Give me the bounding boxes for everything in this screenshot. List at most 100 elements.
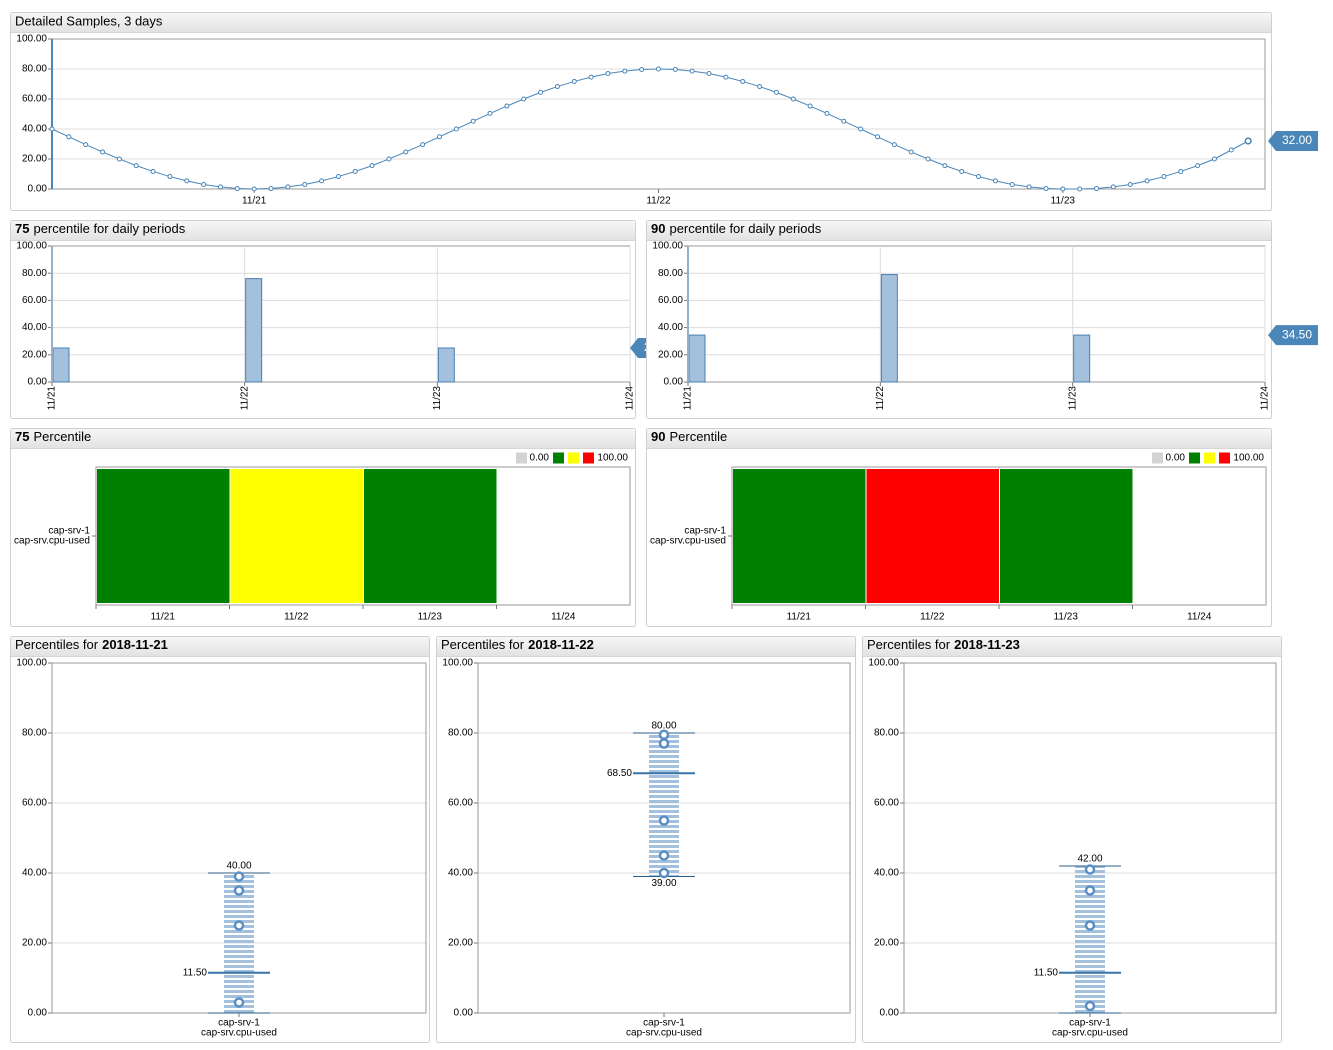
- data-point: [100, 149, 106, 155]
- min-label: 39.00: [651, 878, 676, 889]
- panel-title: 90 percentile for daily periods: [651, 221, 822, 236]
- x-tick-label: 11/23: [1067, 386, 1078, 411]
- y-tick-label: 100.00: [16, 34, 47, 45]
- heat-cell: [733, 469, 866, 603]
- data-point: [656, 66, 661, 72]
- data-point: [891, 142, 897, 148]
- row-label: cap-srv.cpu-used: [14, 536, 90, 547]
- data-point: [757, 84, 763, 90]
- panel-title: Percentiles for 2018-11-21: [15, 637, 168, 652]
- category-label: cap-srv.cpu-used: [626, 1028, 702, 1039]
- y-tick-label: 60.00: [448, 798, 473, 809]
- bar: [437, 347, 455, 383]
- max-label: 42.00: [1077, 854, 1102, 865]
- box-point: [1084, 920, 1096, 931]
- data-point: [436, 134, 442, 140]
- panel-header: [647, 429, 1271, 448]
- value-badge-label: 32.00: [1282, 133, 1312, 147]
- legend-swatch: [583, 452, 594, 464]
- title-part: percentile for daily periods: [33, 221, 185, 236]
- data-point: [268, 186, 274, 192]
- data-point: [740, 78, 746, 84]
- y-tick-label: 80.00: [22, 64, 47, 75]
- data-point: [420, 142, 426, 148]
- data-point: [1110, 184, 1116, 190]
- panel: [646, 220, 1272, 419]
- box-point: [233, 885, 245, 896]
- y-tick-label: 20.00: [22, 154, 47, 165]
- x-tick-label: 11/24: [1187, 612, 1212, 623]
- data-point: [841, 118, 847, 124]
- y-tick-label: 0.00: [28, 377, 48, 388]
- data-point: [369, 163, 375, 169]
- data-point: [1094, 186, 1100, 192]
- data-point: [689, 68, 695, 74]
- bar: [245, 278, 263, 383]
- data-point: [251, 186, 257, 192]
- title-part: percentile for daily periods: [669, 221, 821, 236]
- data-point: [1060, 186, 1066, 192]
- data-point: [386, 156, 392, 162]
- data-point: [319, 178, 325, 184]
- panel-header: [11, 637, 429, 656]
- panel-title: Percentiles for 2018-11-22: [441, 637, 594, 652]
- row-label: cap-srv-1: [684, 526, 726, 537]
- title-part: Percentiles for: [441, 637, 525, 652]
- title-part: 75: [15, 221, 29, 236]
- y-tick-label: 20.00: [658, 349, 683, 360]
- y-tick-label: 60.00: [658, 295, 683, 306]
- data-point: [352, 168, 358, 174]
- x-tick-label: 11/21: [787, 612, 812, 623]
- data-point: [554, 84, 560, 90]
- value-badge: [1268, 325, 1318, 346]
- y-tick-label: 100.00: [16, 658, 47, 669]
- title-part: Percentile: [33, 429, 91, 444]
- data-point: [538, 89, 544, 95]
- data-point: [925, 156, 931, 162]
- box-point: [1084, 864, 1096, 875]
- data-point: [285, 184, 291, 190]
- y-tick-label: 20.00: [448, 938, 473, 949]
- bar: [52, 347, 70, 383]
- value-badge: [1268, 131, 1318, 151]
- data-point: [959, 168, 965, 174]
- y-tick-label: 60.00: [874, 798, 899, 809]
- x-tick-label: 11/22: [239, 386, 250, 411]
- data-point: [335, 174, 341, 180]
- x-tick-label: 11/24: [625, 386, 636, 411]
- data-point: [942, 163, 948, 169]
- legend-swatch: [1152, 452, 1163, 464]
- y-tick-label: 80.00: [22, 268, 47, 279]
- y-tick-label: 60.00: [22, 94, 47, 105]
- x-tick-label: 11/23: [1051, 196, 1076, 207]
- legend-swatch: [568, 452, 579, 464]
- data-point: [1144, 178, 1150, 184]
- x-tick-label: 11/22: [284, 612, 309, 623]
- data-point: [521, 96, 527, 102]
- panel: [862, 636, 1282, 1043]
- x-tick-label: 11/21: [683, 386, 694, 411]
- title-part: Percentiles for: [15, 637, 99, 652]
- y-tick-label: 40.00: [874, 868, 899, 879]
- data-point: [908, 149, 914, 155]
- x-tick-label: 11/21: [242, 196, 267, 207]
- data-point: [1077, 186, 1083, 192]
- y-tick-label: 100.00: [652, 241, 683, 252]
- x-tick-label: 11/23: [418, 612, 443, 623]
- legend-min: 0.00: [1166, 453, 1186, 464]
- data-point: [470, 118, 476, 124]
- data-point: [133, 163, 139, 169]
- legend-max: 100.00: [1233, 453, 1264, 464]
- data-point: [1127, 182, 1133, 187]
- data-point: [824, 110, 830, 116]
- panel-title: Detailed Samples, 3 days: [15, 13, 163, 28]
- max-label: 80.00: [651, 721, 676, 732]
- bar: [1073, 334, 1091, 383]
- data-point: [1161, 174, 1167, 180]
- panel-header: [863, 637, 1281, 656]
- y-tick-label: 20.00: [22, 349, 47, 360]
- x-tick-label: 11/24: [1260, 386, 1271, 411]
- box-point: [1084, 885, 1096, 896]
